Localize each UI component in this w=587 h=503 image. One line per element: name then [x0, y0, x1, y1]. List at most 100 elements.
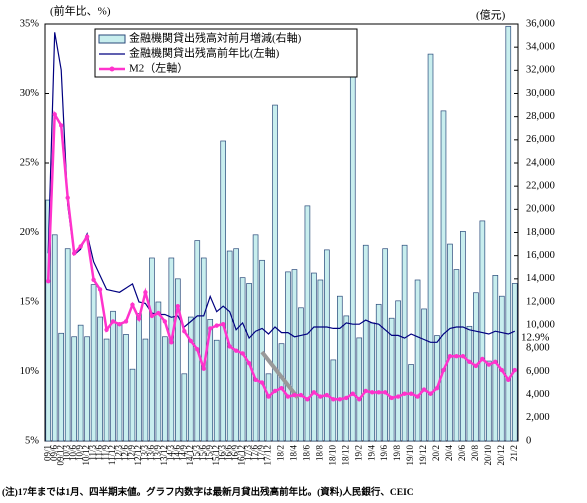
line-marker [233, 348, 239, 353]
bar [324, 249, 330, 442]
line-marker [208, 326, 213, 331]
x-tick-label: 18/2 [276, 445, 286, 461]
legend-label: 金融機関貸出残高前年比(左軸) [129, 46, 280, 60]
x-tick-label: 20/12 [496, 445, 506, 466]
x-tick-label: 14/3 [165, 445, 175, 462]
bar [427, 53, 434, 442]
legend-label: 金融機関貸出残高対前月増減(右軸) [129, 31, 302, 45]
x-tick-label: 16/9 [230, 445, 240, 462]
line-marker [156, 310, 161, 316]
x-tick-label: 16/6 [224, 445, 234, 462]
x-tick-label: 18/8 [314, 445, 324, 462]
bar [187, 316, 194, 442]
y2-tick-label: 10,000 [526, 320, 555, 331]
bar [492, 275, 499, 442]
line-marker [454, 354, 459, 359]
line-marker [324, 392, 330, 398]
bar [90, 284, 97, 442]
line-marker [402, 391, 407, 396]
y-axis-label: (前年比、%) [50, 4, 111, 18]
line-marker [130, 302, 135, 307]
y-tick-label: 10% [20, 366, 40, 377]
bar [511, 283, 518, 442]
y2-tick-label: 32,000 [526, 65, 555, 76]
line-marker [227, 344, 232, 349]
y-tick-label: 20% [20, 227, 40, 238]
bar [181, 373, 188, 442]
x-tick-label: 09/1 [42, 445, 52, 461]
bar [155, 301, 162, 442]
line-marker [143, 290, 148, 295]
x-tick-label: 10/3 [62, 445, 72, 462]
line-marker [382, 390, 388, 395]
y2-tick-label: 20,000 [526, 204, 555, 215]
y2-tick-label: 6,000 [526, 366, 550, 377]
bar [239, 277, 246, 442]
x-tick-label: 18/12 [340, 445, 350, 466]
line-marker [91, 277, 96, 282]
x-tick-label: 19/2 [353, 445, 363, 461]
line-marker [486, 362, 492, 367]
bar [460, 230, 466, 442]
line-marker [272, 388, 278, 394]
bar [77, 324, 84, 442]
bar [440, 110, 447, 442]
line-marker [246, 360, 252, 366]
bar [252, 234, 259, 442]
x-tick-label: 18/6 [301, 445, 311, 462]
line-marker [285, 394, 291, 399]
line-marker [389, 395, 394, 401]
y2-tick-label: 2,000 [526, 412, 550, 423]
bar [395, 300, 401, 442]
x-tick-label: 14/12 [185, 445, 195, 466]
x-tick-label: 14/6 [172, 445, 182, 462]
x-tick-label: 20/4 [444, 445, 454, 462]
line-marker [97, 287, 103, 292]
x-tick-label: 19/12 [418, 445, 428, 466]
bar [337, 295, 343, 442]
x-tick-label: 19/8 [392, 445, 402, 462]
line-marker [493, 359, 498, 364]
x-tick-label: 21/2 [509, 445, 519, 461]
y2-tick-label: 24,000 [526, 157, 555, 168]
x-tick-label: 15/9 [204, 445, 214, 462]
x-tick-label: 16/3 [217, 445, 227, 462]
line-marker [259, 380, 265, 385]
bar [207, 319, 214, 442]
bar [194, 240, 201, 442]
bar [220, 140, 226, 442]
bar [58, 332, 65, 442]
x-tick-label: 20/2 [431, 445, 441, 461]
x-tick-label: 14/9 [178, 445, 188, 462]
line-marker [350, 391, 355, 396]
line-marker [71, 251, 77, 256]
bar [64, 248, 71, 442]
bar [466, 325, 473, 442]
x-tick-label: 11/3 [88, 445, 98, 461]
bar [356, 337, 363, 442]
bar [129, 368, 136, 442]
line-marker [149, 313, 155, 319]
y2-tick-label: 16,000 [526, 250, 555, 261]
bar [311, 272, 317, 442]
y2-tick-label: 12,000 [526, 296, 555, 307]
line-marker [408, 391, 414, 396]
line-marker [499, 367, 505, 373]
x-tick-label: 12/12 [133, 445, 143, 466]
line-marker [175, 303, 181, 309]
line-marker [311, 390, 317, 395]
bar [103, 338, 110, 442]
x-tick-label: 19/4 [366, 445, 376, 462]
y2-tick-label: 22,000 [526, 181, 555, 192]
y-tick-label: 35% [20, 18, 40, 29]
y2-tick-label: 0 [526, 435, 531, 446]
line-marker [117, 322, 122, 327]
bar [200, 257, 207, 442]
bar [142, 338, 149, 442]
x-tick-label: 15/6 [198, 445, 208, 462]
line-marker [266, 394, 271, 399]
bar [149, 257, 155, 442]
line-marker [376, 390, 381, 395]
y-tick-label: 30% [20, 88, 40, 99]
line-marker [84, 234, 90, 239]
